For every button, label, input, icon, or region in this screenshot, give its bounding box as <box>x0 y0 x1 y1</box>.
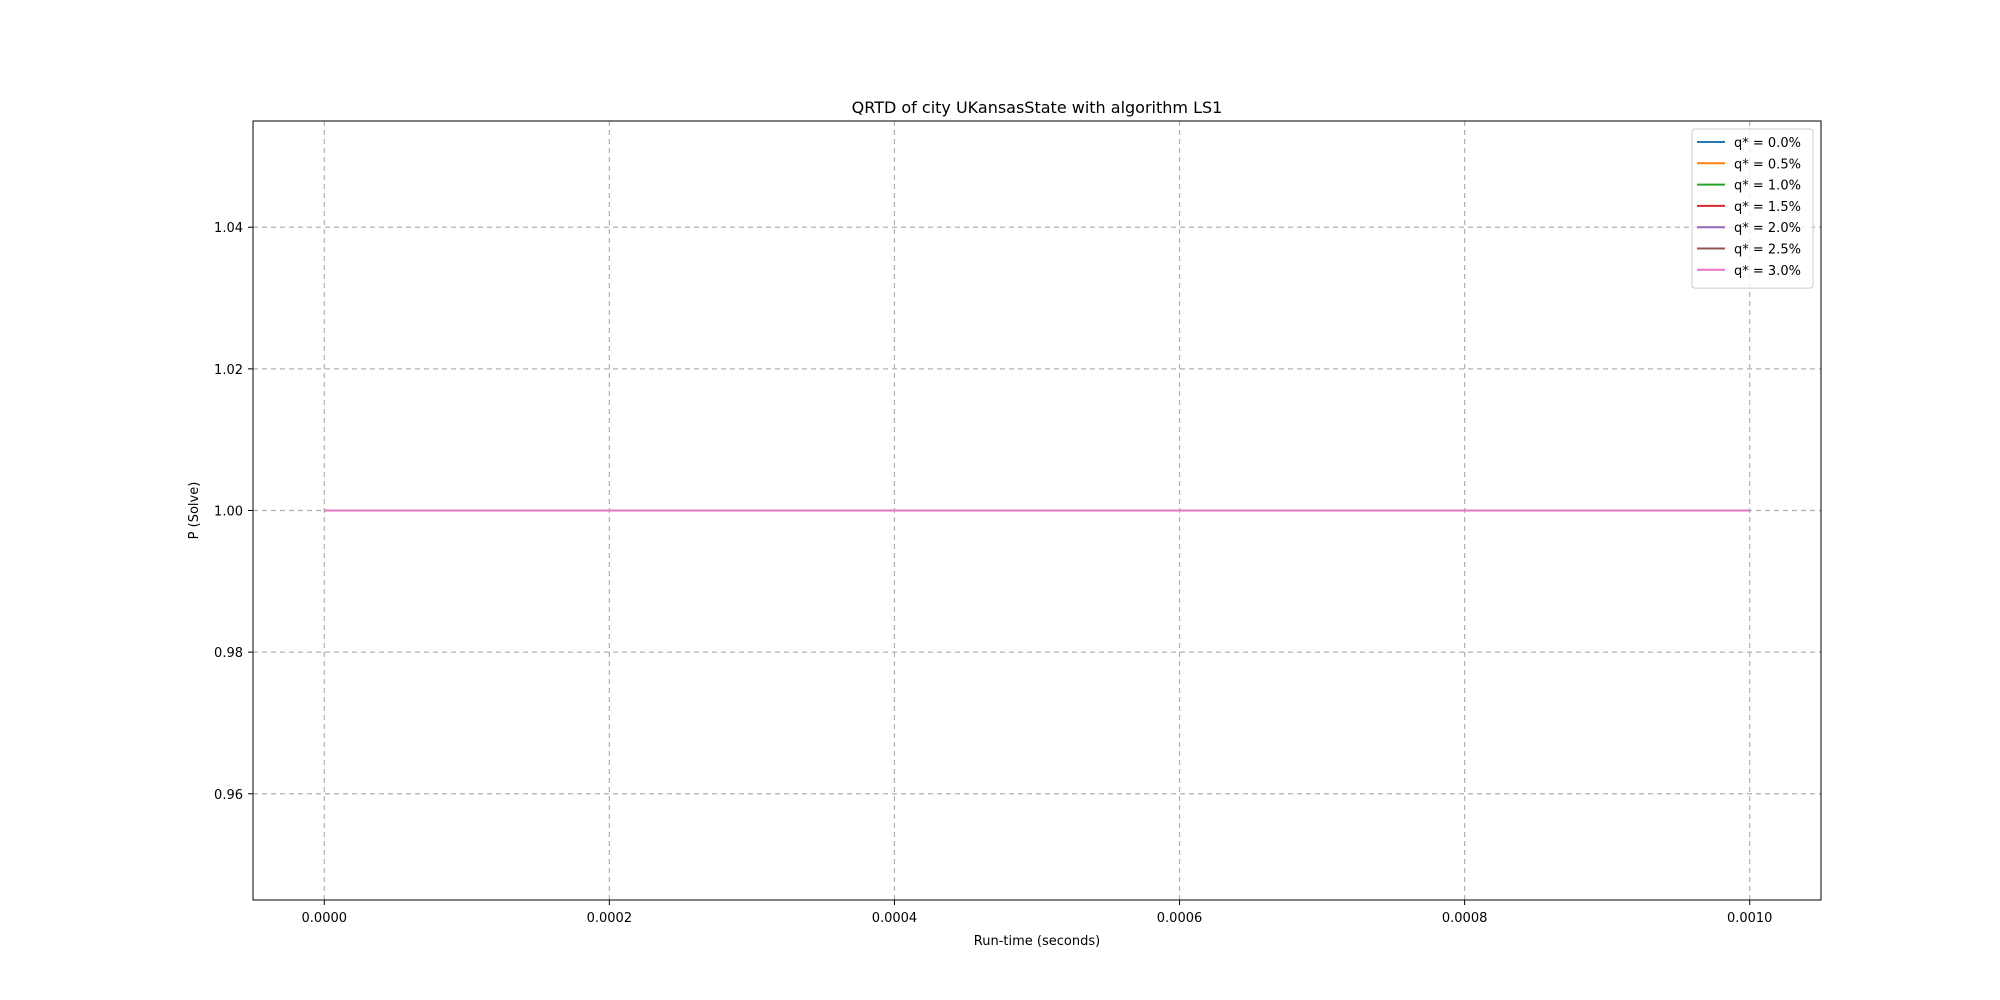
legend-label: q* = 1.5% <box>1734 200 1801 215</box>
legend-label: q* = 0.5% <box>1734 157 1801 172</box>
x-tick-label: 0.0002 <box>587 911 633 926</box>
legend-label: q* = 2.5% <box>1734 243 1801 258</box>
x-tick-label: 0.0008 <box>1442 911 1488 926</box>
y-axis-label: P (Solve) <box>187 482 202 540</box>
chart-title: QRTD of city UKansasState with algorithm… <box>852 98 1223 117</box>
x-axis-label: Run-time (seconds) <box>974 934 1100 949</box>
y-tick-label: 1.00 <box>214 505 243 520</box>
axis-ticks: 0.0000 0.0002 0.0004 0.0006 0.0008 0.0010 0.96… <box>214 221 1772 926</box>
x-tick-label: 0.0004 <box>872 911 918 926</box>
x-tick-label: 0.0000 <box>302 911 348 926</box>
x-tick-label: 0.0006 <box>1157 911 1203 926</box>
y-tick-label: 1.02 <box>214 363 243 378</box>
y-tick-label: 0.98 <box>214 646 243 661</box>
x-tick-label: 0.0010 <box>1727 911 1773 926</box>
legend-label: q* = 2.0% <box>1734 221 1801 236</box>
legend-label: q* = 0.0% <box>1734 136 1801 151</box>
legend-label: q* = 1.0% <box>1734 179 1801 194</box>
legend-label: q* = 3.0% <box>1734 264 1801 279</box>
y-tick-label: 0.96 <box>214 788 243 803</box>
y-tick-label: 1.04 <box>214 221 243 236</box>
legend: q* = 0.0% q* = 0.5% q* = 1.0% q* = 1.5% q* =… <box>1691 128 1814 289</box>
